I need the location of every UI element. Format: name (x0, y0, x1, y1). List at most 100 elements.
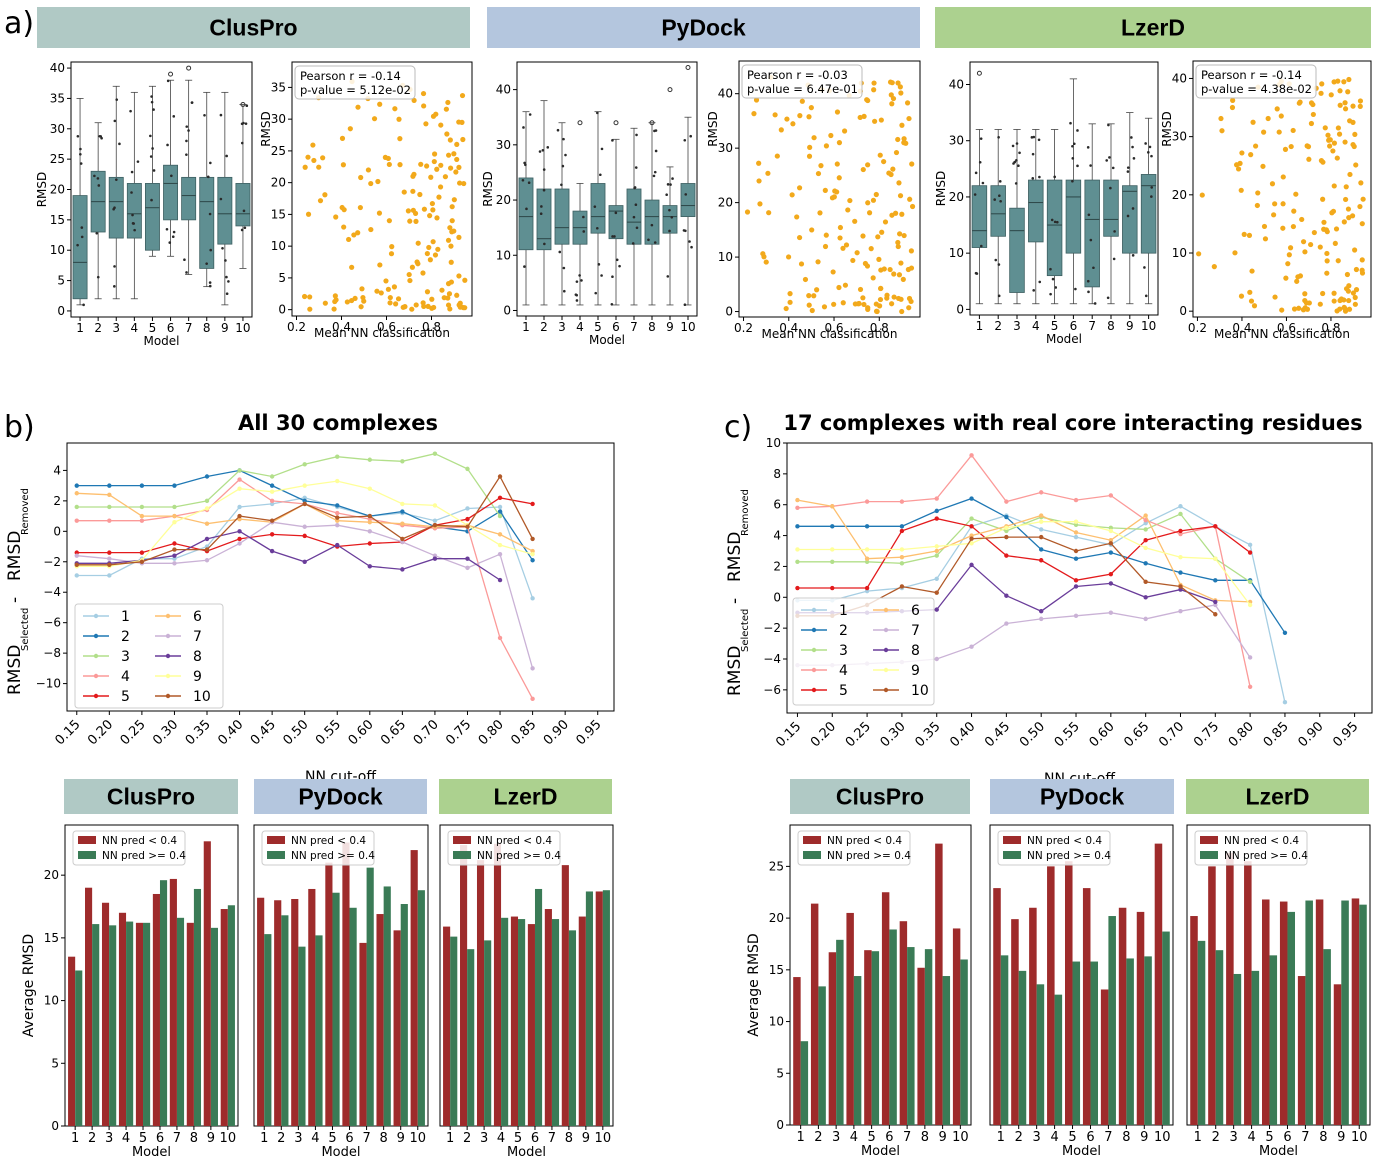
c-bar-pydock-x-tick-label: 7 (1104, 1130, 1112, 1145)
b-bar-pydock-bar-high (315, 935, 323, 1126)
a-box-cluspro-jitter-point (76, 243, 79, 247)
a-box-cluspro-jitter-point (165, 227, 169, 231)
a-scatter-cluspro-point (368, 226, 374, 233)
a-box-lzerd-jitter-point (1131, 254, 1135, 257)
b-line-ylabel-minus: - (5, 597, 25, 603)
b-line-legend-marker (93, 673, 99, 679)
b-bar-lzerd-bar-high (484, 940, 492, 1126)
a-box-cluspro-jitter-point (98, 134, 102, 138)
c-bar-pydock-bar-high (1072, 961, 1081, 1125)
b-bar-cluspro-x-tick-label: 5 (139, 1131, 147, 1146)
b-line-point-8 (367, 564, 373, 569)
b-line-x-tick-label: 0.60 (346, 717, 377, 748)
c-line-series-9 (797, 521, 1251, 606)
a-box-lzerd-jitter-point (1049, 292, 1052, 296)
b-bar-cluspro-bar-high (92, 924, 100, 1126)
a-scatter-lzerd-point (1279, 307, 1285, 313)
c-line-legend-marker (811, 687, 817, 693)
b-line-point-10 (530, 536, 535, 542)
a-box-lzerd-x-tick-label: 10 (1141, 319, 1156, 333)
a-box-cluspro-jitter-point (113, 119, 117, 123)
a-scatter-lzerd-point (1350, 290, 1356, 296)
a-box-cluspro-jitter-point (242, 121, 245, 125)
a-box-pydock-jitter-point (611, 235, 614, 238)
a-scatter-pydock-x-tick-label: 0.2 (734, 321, 753, 335)
a-box-pydock-jitter-point (647, 238, 650, 242)
b-line-point-3 (432, 451, 438, 456)
a-scatter-pydock-point (843, 242, 850, 248)
a-scatter-pydock-point (806, 114, 812, 120)
a-scatter-lzerd-point (1246, 232, 1253, 238)
b-line-point-10 (204, 547, 210, 552)
c-bar-cluspro-bar-high (942, 976, 951, 1125)
a-scatter-pydock-point (760, 251, 766, 257)
a-scatter-pydock-point (815, 170, 822, 177)
a-pydock-banner (487, 7, 920, 48)
a-box-pydock-jitter-point (599, 173, 602, 177)
c-bar-cluspro-x-tick-label: 8 (921, 1130, 929, 1145)
c-bar-pydock-x-tick-label: 4 (1050, 1130, 1058, 1145)
c-line-point-4 (864, 499, 870, 504)
b-line-point-10 (335, 515, 340, 520)
a-scatter-lzerd-point (1320, 159, 1326, 165)
a-scatter-pydock-point (871, 80, 877, 86)
a-scatter-pydock-point (909, 203, 916, 210)
a-scatter-lzerd-point (1321, 219, 1327, 225)
c-bar-pydock-legend-swatch (1003, 851, 1021, 859)
a-scatter-pydock-pvalue: p-value = 6.47e-01 (747, 82, 858, 96)
b-line-legend-label: 8 (193, 649, 202, 665)
a-scatter-lzerd-x-tick-label: 0.8 (1321, 321, 1340, 335)
a-box-pydock-jitter-point (652, 174, 656, 178)
b-bar-lzerd-legend-swatch (453, 851, 471, 859)
a-scatter-pydock-point (821, 304, 828, 310)
c-line-point-4 (899, 499, 905, 504)
a-box-lzerd-jitter-point (1050, 218, 1054, 222)
panel-label-b: b) (4, 410, 35, 445)
b-line-point-3 (400, 459, 405, 464)
c-bar-pydock-x-tick-label: 3 (1033, 1130, 1041, 1145)
a-box-cluspro-y-tick-label: 10 (50, 243, 65, 257)
a-scatter-lzerd-point (1342, 139, 1348, 145)
b-line-point-5 (465, 516, 470, 522)
a-scatter-cluspro-point (431, 151, 438, 157)
c-line-x-tick-label: 0.20 (808, 719, 839, 750)
a-box-lzerd-jitter-point (1086, 279, 1090, 283)
a-scatter-pydock-point (796, 234, 803, 241)
a-scatter-lzerd-point (1335, 125, 1341, 131)
a-box-pydock-jitter-point (671, 177, 674, 180)
a-box-lzerd-jitter-point (1148, 145, 1152, 149)
c-line-series-3 (797, 513, 1251, 583)
c-line-point-8 (1073, 584, 1079, 589)
a-scatter-cluspro-point (409, 264, 415, 270)
c-bar-pydock-bar-high (1162, 931, 1170, 1125)
a-scatter-cluspro-point (457, 304, 463, 310)
c-line-y-tick-label: 2 (773, 559, 781, 573)
a-scatter-lzerd-ylabel: RMSD (1160, 111, 1174, 147)
c-line-point-4 (1247, 684, 1253, 689)
c-bar-cluspro-bar-high (871, 951, 880, 1125)
a-box-cluspro-jitter-point (244, 122, 248, 125)
a-scatter-pydock-pearson: Pearson r = -0.03 (747, 68, 848, 82)
a-box-lzerd-jitter-point (1017, 164, 1020, 168)
a-box-pydock-jitter-point (564, 153, 567, 157)
a-box-pydock-jitter-point (668, 229, 671, 233)
b-bar-cluspro-bar-low (118, 912, 127, 1126)
a-pydock-banner-title: PyDock (661, 15, 746, 41)
a-scatter-cluspro-point (427, 213, 433, 219)
a-scatter-lzerd-point (1282, 146, 1289, 152)
a-scatter-pydock-x-tick-label: 0.6 (824, 321, 843, 335)
a-box-lzerd-jitter-point (1030, 136, 1034, 139)
a-box-lzerd-jitter-point (1144, 294, 1148, 298)
a-box-cluspro-box (163, 164, 179, 221)
a-scatter-cluspro-point (446, 152, 452, 158)
a-box-pydock-jitter-point (527, 181, 531, 185)
a-box-lzerd-jitter-point (1105, 159, 1109, 162)
c-line-ylabel-minus: - (725, 598, 745, 604)
a-scatter-lzerd-point (1269, 181, 1276, 187)
c-line-title: 17 complexes with real core interacting … (783, 411, 1362, 435)
a-scatter-pydock-point (878, 117, 884, 123)
c-bar-lzerd-bar-low (1226, 852, 1234, 1125)
b-bar-cluspro-bar-high (109, 925, 117, 1126)
c-bar-cluspro-x-tick-label: 2 (814, 1130, 822, 1145)
